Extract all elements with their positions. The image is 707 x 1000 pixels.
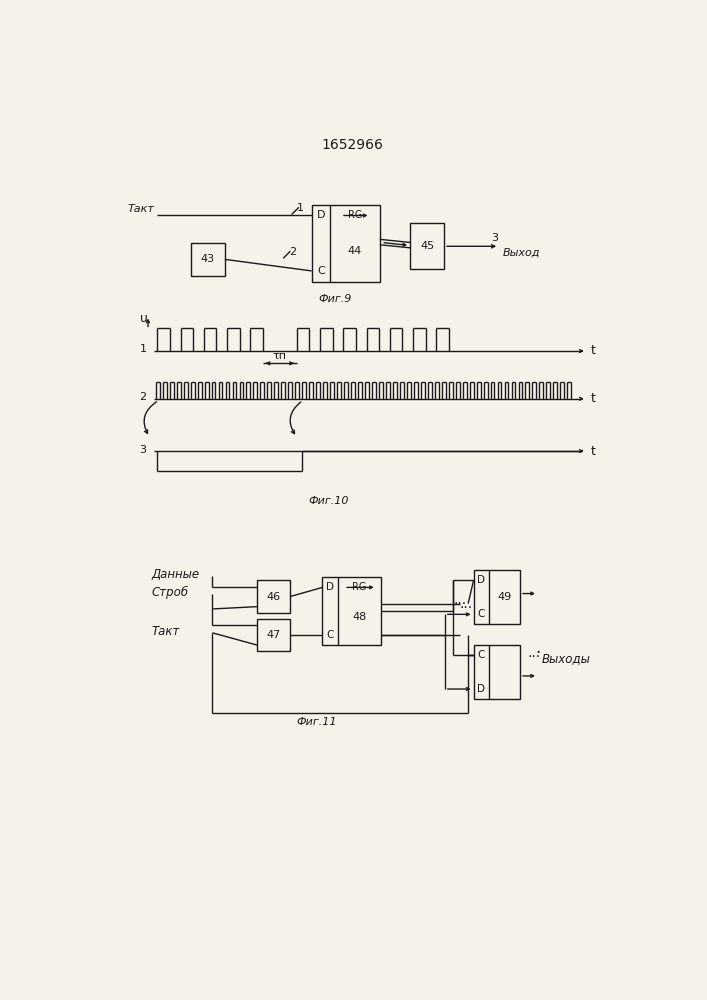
Bar xyxy=(474,570,520,624)
Text: Фиг.9: Фиг.9 xyxy=(318,294,351,304)
Text: C: C xyxy=(478,609,485,619)
FancyArrowPatch shape xyxy=(144,402,156,433)
Text: RG: RG xyxy=(352,582,367,592)
Bar xyxy=(410,223,444,269)
Text: t: t xyxy=(590,445,595,458)
Text: 1652966: 1652966 xyxy=(321,138,382,152)
Text: 44: 44 xyxy=(348,246,362,256)
Text: t: t xyxy=(590,392,595,405)
Bar xyxy=(257,580,290,613)
Text: ...: ... xyxy=(454,593,467,607)
Text: C: C xyxy=(478,650,485,660)
Text: 3: 3 xyxy=(491,233,498,243)
Text: D: D xyxy=(477,575,485,585)
Text: Строб: Строб xyxy=(152,585,189,599)
Bar xyxy=(257,619,290,651)
Text: Выходы: Выходы xyxy=(542,652,590,666)
Text: 47: 47 xyxy=(267,630,281,640)
Text: u: u xyxy=(140,312,148,325)
Text: C: C xyxy=(327,630,334,640)
Text: D: D xyxy=(326,582,334,592)
Text: 49: 49 xyxy=(498,592,512,602)
Text: 3: 3 xyxy=(139,445,146,455)
Text: D: D xyxy=(317,210,325,220)
Text: τп: τп xyxy=(273,351,287,361)
Text: Данные: Данные xyxy=(152,568,200,581)
Text: C: C xyxy=(317,266,325,276)
Text: 1: 1 xyxy=(139,344,146,354)
Text: t: t xyxy=(590,344,595,358)
Text: Фиг.10: Фиг.10 xyxy=(308,496,349,506)
FancyArrowPatch shape xyxy=(290,402,301,434)
Text: ·: · xyxy=(535,644,540,662)
Text: RG: RG xyxy=(348,210,362,220)
Bar xyxy=(474,645,520,699)
Text: Такт: Такт xyxy=(152,625,180,638)
Bar xyxy=(322,577,381,645)
Text: 1: 1 xyxy=(297,203,304,213)
Text: 48: 48 xyxy=(353,612,367,622)
Text: 2: 2 xyxy=(289,247,296,257)
Bar xyxy=(312,205,380,282)
Bar xyxy=(191,243,225,276)
Text: 46: 46 xyxy=(267,592,281,602)
Text: D: D xyxy=(477,684,485,694)
Text: ...: ... xyxy=(527,646,541,660)
Text: Фиг.11: Фиг.11 xyxy=(297,717,337,727)
Text: 43: 43 xyxy=(201,254,215,264)
Text: Выход: Выход xyxy=(503,247,540,257)
Text: 45: 45 xyxy=(420,241,434,251)
Text: 2: 2 xyxy=(139,392,146,402)
Text: ...: ... xyxy=(460,597,472,611)
Text: Такт: Такт xyxy=(127,204,154,214)
